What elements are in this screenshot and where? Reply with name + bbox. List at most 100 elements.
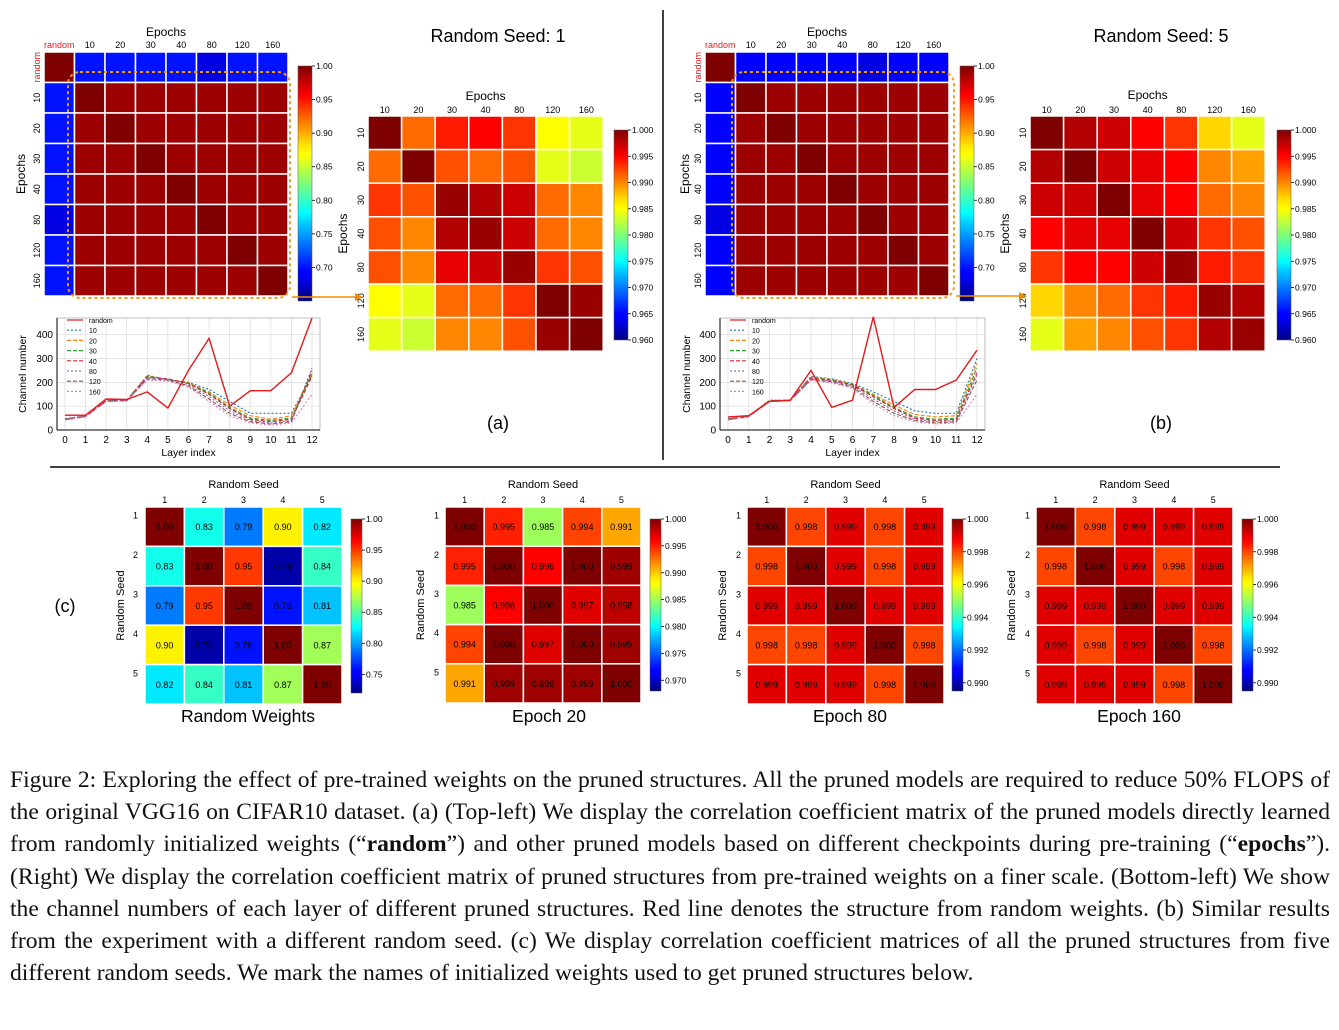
cell-value-label: 0.999 bbox=[1123, 562, 1146, 572]
heatmap-cell bbox=[1197, 148, 1233, 184]
heatmap-cell bbox=[1035, 624, 1077, 666]
colorbar-tick-label: 1.000 bbox=[1257, 514, 1279, 524]
y-tick-label: random bbox=[32, 52, 42, 83]
heatmap-cell bbox=[917, 264, 950, 297]
cell-value-label: 1.000 bbox=[795, 562, 818, 572]
chart-title: Epoch 80 bbox=[813, 706, 887, 726]
x-tick-label: 160 bbox=[926, 40, 941, 50]
x-tick-label: 7 bbox=[870, 435, 876, 446]
colorbar-tick-label: 0.75 bbox=[978, 229, 995, 239]
legend-label: 30 bbox=[752, 349, 760, 356]
heatmap-cell bbox=[195, 203, 228, 236]
heatmap-cell bbox=[73, 234, 106, 267]
colorbar-c-epoch-160: 1.000 0.998 0.996 0.994 0.992 0.990 bbox=[1241, 514, 1279, 692]
legend-label: random bbox=[752, 318, 776, 325]
cell-value-label: 0.999 bbox=[834, 680, 857, 690]
cell-value-label: 0.998 bbox=[795, 640, 818, 650]
series-line bbox=[64, 376, 313, 423]
x-tick-label: 0 bbox=[62, 435, 68, 446]
heatmap-cell bbox=[1130, 182, 1166, 218]
colorbar-tick-label: 0.990 bbox=[1295, 178, 1317, 188]
colorbar-gradient bbox=[951, 518, 964, 692]
x-tick-label: 8 bbox=[891, 435, 897, 446]
heatmap-cell bbox=[568, 216, 604, 252]
colorbar-tick-label: 0.992 bbox=[967, 645, 989, 655]
x-tick-label: 7 bbox=[206, 435, 212, 446]
x-tick-label: 12 bbox=[971, 435, 983, 446]
cell-value-label: 0.999 bbox=[1163, 522, 1186, 532]
heatmap-cell bbox=[104, 203, 137, 236]
heatmap-cell bbox=[825, 663, 866, 705]
colorbar-tick-label: 1.00 bbox=[316, 61, 333, 71]
x-axis-title: Epochs bbox=[1128, 88, 1168, 102]
heatmap-cell bbox=[1163, 115, 1199, 151]
x-tick-label: 1 bbox=[764, 495, 769, 505]
heatmap-cell bbox=[367, 216, 403, 252]
heatmap-cell bbox=[226, 112, 259, 145]
heatmap-cell bbox=[1130, 148, 1166, 184]
x-tick-label: 11 bbox=[951, 435, 962, 446]
colorbar-tick-label: 0.990 bbox=[1257, 678, 1279, 688]
heatmap-cell bbox=[226, 264, 259, 297]
x-tick-label: 3 bbox=[1132, 495, 1137, 505]
x-tick-label: 160 bbox=[265, 40, 280, 50]
heatmap-cell bbox=[522, 545, 564, 587]
heatmap-cell bbox=[795, 81, 828, 114]
y-axis-title: Random Seed bbox=[1006, 570, 1018, 640]
heatmap-cell bbox=[468, 249, 504, 285]
heatmap-cell bbox=[444, 545, 485, 587]
heatmap-cell bbox=[104, 81, 137, 114]
heatmap-cell bbox=[1130, 249, 1166, 285]
panel-c: (c) 1.00 0.83 0.79 0.90 0.82 0.83 1.00 0.95 0.73… bbox=[55, 479, 1279, 726]
heatmap-cell bbox=[1096, 115, 1132, 151]
heatmap-cell bbox=[856, 81, 889, 114]
heatmap-cell bbox=[43, 112, 76, 145]
heatmap-cell bbox=[134, 51, 167, 84]
colorbar-tick-label: 0.75 bbox=[366, 669, 383, 679]
cell-value-label: 0.999 bbox=[1123, 640, 1146, 650]
x-axis-title: Layer index bbox=[825, 447, 880, 459]
y-tick-label: 300 bbox=[699, 354, 716, 365]
colorbar-tick-label: 0.975 bbox=[632, 256, 654, 266]
heatmap-cell bbox=[535, 148, 571, 184]
colorbar-a-coarse: 1.00 0.95 0.90 0.85 0.80 0.75 0.70 bbox=[297, 61, 333, 302]
x-tick-label: 40 bbox=[481, 105, 491, 115]
colorbar-tick-label: 0.980 bbox=[665, 622, 687, 632]
x-tick-label: 2 bbox=[804, 495, 809, 505]
y-tick-label: 4 bbox=[133, 629, 138, 639]
colorbar-tick-label: 0.95 bbox=[366, 545, 383, 555]
heatmap-cell bbox=[704, 203, 737, 236]
heatmap-cell bbox=[826, 51, 859, 84]
heatmap-cell bbox=[1062, 115, 1098, 151]
heatmap-cell bbox=[183, 663, 225, 705]
cell-value-label: 0.999 bbox=[532, 679, 555, 689]
heatmap-cell bbox=[864, 585, 906, 626]
heatmap-cell bbox=[468, 316, 504, 352]
x-tick-label: 40 bbox=[837, 40, 847, 50]
figure-caption: Figure 2: Exploring the effect of pre-tr… bbox=[10, 764, 1330, 989]
cell-value-label: 1.000 bbox=[532, 601, 555, 611]
heatmap-cell bbox=[104, 234, 137, 267]
colorbar-tick-label: 0.960 bbox=[632, 335, 654, 345]
colorbar-tick-label: 0.80 bbox=[978, 195, 995, 205]
y-tick-label: 3 bbox=[1025, 590, 1030, 600]
heatmap-cell bbox=[765, 81, 798, 114]
legend-label: 120 bbox=[89, 379, 101, 386]
x-tick-label: 3 bbox=[540, 495, 545, 505]
colorbar-tick-label: 0.985 bbox=[1295, 204, 1317, 214]
colorbar-tick-label: 0.994 bbox=[967, 612, 989, 622]
x-tick-label: 4 bbox=[808, 435, 814, 446]
cell-value-label: 0.76 bbox=[274, 601, 292, 611]
heatmap-cell bbox=[765, 142, 798, 175]
y-tick-label: 160 bbox=[32, 273, 42, 288]
y-tick-label: random bbox=[693, 52, 703, 83]
heatmap-cell bbox=[301, 545, 343, 587]
colorbar-tick-label: 1.00 bbox=[366, 514, 383, 524]
heatmap-cell bbox=[262, 585, 304, 626]
heatmap-cell bbox=[826, 234, 859, 267]
y-axis-title: Random Seed bbox=[115, 570, 127, 640]
heatmap-cell bbox=[195, 81, 228, 114]
cell-value-label: 1.000 bbox=[913, 680, 936, 690]
legend-label: 80 bbox=[89, 369, 97, 376]
colorbar-tick-label: 1.000 bbox=[967, 514, 989, 524]
